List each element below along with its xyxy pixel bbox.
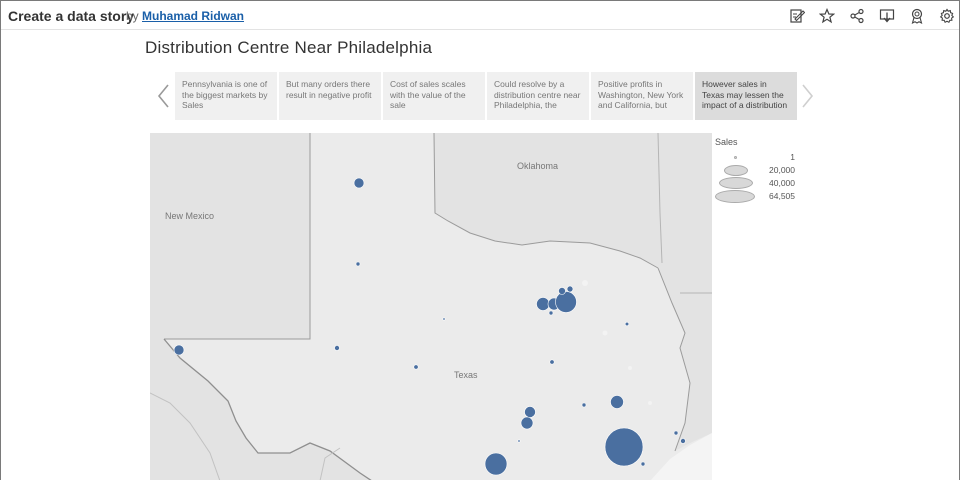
legend-label: 64,505 <box>769 191 795 201</box>
legend-row: 1 <box>715 151 795 164</box>
legend-bubble <box>715 190 755 203</box>
app-title: Create a data story <box>8 8 135 24</box>
sales-marker[interactable] <box>549 359 555 365</box>
badge-icon[interactable] <box>907 6 927 26</box>
sales-marker[interactable] <box>624 321 630 327</box>
next-arrow-icon[interactable] <box>799 81 817 111</box>
story-point-5[interactable]: Positive profits in Washington, New York… <box>591 72 693 120</box>
label-new-mexico: New Mexico <box>165 211 214 221</box>
top-bar: Create a data story by Muhamad Ridwan <box>1 1 959 30</box>
author-link[interactable]: Muhamad Ridwan <box>142 9 245 23</box>
sales-marker[interactable] <box>581 402 587 408</box>
sales-marker[interactable] <box>673 430 679 436</box>
sales-marker[interactable] <box>353 177 365 189</box>
sales-marker[interactable] <box>610 395 624 409</box>
story-point-2[interactable]: But many orders there result in negative… <box>279 72 381 120</box>
sales-marker[interactable] <box>517 439 521 443</box>
legend-row: 40,000 <box>715 177 795 190</box>
legend-bubble <box>734 156 737 159</box>
story-point-6[interactable]: However sales in Texas may lessen the im… <box>695 72 797 120</box>
legend-row: 20,000 <box>715 164 795 177</box>
sales-legend: Sales 1 20,000 40,000 64,505 <box>715 137 795 203</box>
sales-marker[interactable] <box>520 416 534 430</box>
story-point-3[interactable]: Cost of sales scales with the value of t… <box>383 72 485 120</box>
sales-marker[interactable] <box>640 461 646 467</box>
sales-marker[interactable] <box>548 310 554 316</box>
legend-label: 1 <box>790 152 795 162</box>
sales-marker[interactable] <box>355 261 361 267</box>
label-oklahoma: Oklahoma <box>517 161 558 171</box>
legend-row: 64,505 <box>715 190 795 203</box>
story-title: Distribution Centre Near Philadelphia <box>145 38 433 57</box>
by-text: by <box>126 9 139 23</box>
legend-title: Sales <box>715 137 738 147</box>
legend-label: 40,000 <box>769 178 795 188</box>
story-point-1[interactable]: Pennsylvania is one of the biggest marke… <box>175 72 277 120</box>
sales-marker[interactable] <box>604 427 644 467</box>
map-canvas: New Mexico Oklahoma Texas <box>150 133 712 480</box>
share-icon[interactable] <box>847 6 867 26</box>
sales-marker[interactable] <box>413 364 419 370</box>
sales-marker[interactable] <box>536 297 550 311</box>
sales-marker[interactable] <box>680 438 686 444</box>
sales-marker[interactable] <box>484 452 508 476</box>
sales-marker[interactable] <box>566 285 574 293</box>
download-icon[interactable] <box>877 6 897 26</box>
sales-marker[interactable] <box>173 344 185 356</box>
star-icon[interactable] <box>817 6 837 26</box>
sales-marker[interactable] <box>442 317 446 321</box>
sales-marker[interactable] <box>558 287 566 295</box>
sales-marker[interactable] <box>334 345 340 351</box>
previous-arrow-icon[interactable] <box>154 81 172 111</box>
legend-bubble <box>719 177 753 189</box>
sales-marker[interactable] <box>555 291 577 313</box>
edit-icon[interactable] <box>787 6 807 26</box>
legend-label: 20,000 <box>769 165 795 175</box>
story-points-navigator: Pennsylvania is one of the biggest marke… <box>175 72 797 120</box>
story-point-4[interactable]: Could resolve by a distribution centre n… <box>487 72 589 120</box>
legend-bubble <box>724 165 748 176</box>
label-texas: Texas <box>454 370 478 380</box>
sales-markers <box>173 177 686 476</box>
sales-marker[interactable] <box>524 406 536 418</box>
sales-map[interactable]: New Mexico Oklahoma Texas <box>150 133 712 480</box>
gear-icon[interactable] <box>937 6 957 26</box>
